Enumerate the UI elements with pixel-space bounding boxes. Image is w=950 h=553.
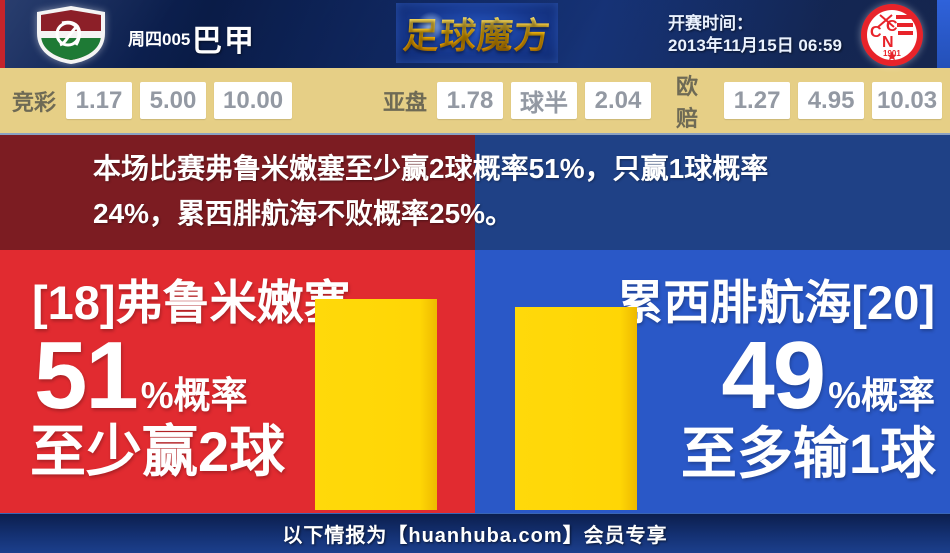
odds-value-box: 1.17 [66, 82, 133, 119]
prediction-summary-text: 本场比赛弗鲁米嫩塞至少赢2球概率51%，只赢1球概率 24%，累西腓航海不败概率… [93, 146, 893, 236]
home-team-panel: [18]弗鲁米嫩塞 51 %概率 至少赢2球 [0, 250, 475, 513]
away-prob-bar [515, 307, 637, 510]
right-blue-accent-strip [937, 0, 950, 68]
summary-home-background [0, 135, 475, 250]
site-logo-text: 足球魔方 [401, 7, 553, 59]
odds-value-box: 4.95 [798, 82, 865, 119]
kickoff-label: 开赛时间： [668, 14, 753, 33]
odds-value-box: 5.00 [140, 82, 207, 119]
footer-text: 以下情报为【huanhuba.com】会员专享 [282, 525, 668, 547]
odds-group-jingcai: 竞彩 1.17 5.00 10.00 [12, 68, 300, 133]
footer-bar: 以下情报为【huanhuba.com】会员专享 [0, 513, 950, 553]
odds-label-oupei: 欧赔 [676, 73, 699, 131]
left-red-accent-strip [0, 0, 5, 68]
summary-line-2: 24%，累西腓航海不败概率25%。 [93, 198, 514, 229]
logo-glow-decoration [414, 9, 448, 43]
header: 周四005 巴甲 足球魔方 开赛时间： 2013年11月15日 06:59 C … [0, 0, 950, 68]
away-verdict: 至多输1球 [680, 422, 936, 485]
kickoff-time-block: 开赛时间： 2013年11月15日 06:59 [668, 13, 842, 57]
kickoff-time: 2013年11月15日 06:59 [668, 36, 842, 55]
probability-panels: [18]弗鲁米嫩塞 51 %概率 至少赢2球 累西腓航海[20] 49 %概率 … [0, 250, 950, 513]
summary-away-background [475, 135, 950, 250]
home-prob-bar [315, 299, 437, 510]
league-name: 巴甲 [192, 25, 256, 58]
prediction-summary-band: 本场比赛弗鲁米嫩塞至少赢2球概率51%，只赢1球概率 24%，累西腓航海不败概率… [0, 135, 950, 250]
home-verdict: 至少赢2球 [30, 420, 286, 483]
odds-label-yapan: 亚盘 [383, 89, 428, 115]
away-team-panel: 累西腓航海[20] 49 %概率 至多输1球 [475, 250, 950, 513]
summary-line-1: 本场比赛弗鲁米嫩塞至少赢2球概率51%，只赢1球概率 [93, 153, 769, 184]
away-probability-suffix: %概率 [828, 375, 935, 416]
svg-text:C: C [870, 24, 882, 41]
odds-value-box: 1.78 [437, 82, 504, 119]
odds-bar: 竞彩 1.17 5.00 10.00 亚盘 1.78 球半 2.04 欧赔 1.… [0, 68, 950, 135]
nautico-crest-icon: C N C 1901 [861, 4, 923, 66]
away-probability: 49 %概率 [721, 328, 935, 424]
home-team-name: [18]弗鲁米嫩塞 [32, 276, 351, 329]
odds-value-box: 1.27 [724, 82, 791, 119]
home-probability-suffix: %概率 [140, 375, 248, 416]
svg-text:N: N [882, 34, 894, 51]
away-team-name: 累西腓航海[20] [616, 276, 935, 329]
odds-value-box: 2.04 [585, 82, 652, 119]
odds-value-box: 球半 [511, 82, 578, 119]
odds-group-yapan: 亚盘 1.78 球半 2.04 [383, 68, 659, 133]
odds-group-oupei: 欧赔 1.27 4.95 10.03 [676, 68, 950, 133]
home-probability-value: 51 [34, 322, 139, 429]
fluminense-crest-icon [37, 6, 105, 64]
away-probability-value: 49 [721, 322, 826, 429]
odds-value-box: 10.00 [214, 82, 293, 119]
odds-value-box: 10.03 [872, 82, 942, 119]
site-logo-banner: 足球魔方 [396, 3, 558, 63]
home-probability: 51 %概率 [34, 328, 248, 424]
match-code: 周四005 [128, 30, 191, 49]
odds-label-jingcai: 竞彩 [12, 89, 57, 115]
